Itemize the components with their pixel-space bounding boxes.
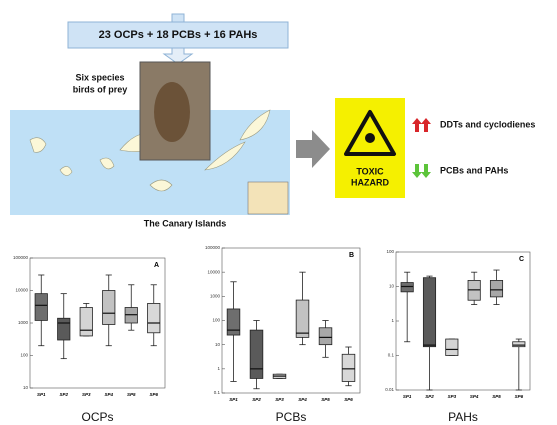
y-tick-label: 100000: [205, 245, 221, 250]
species-label: Six species: [75, 72, 124, 82]
x-tick-label: SP6: [515, 394, 524, 399]
y-tick-label: 10: [23, 385, 29, 390]
plot-frame: [30, 258, 165, 388]
plot-frame: [222, 248, 360, 393]
x-tick-label: SP4: [298, 397, 307, 402]
x-tick-label: SP4: [470, 394, 479, 399]
plot-frame: [396, 252, 530, 390]
panel-label: B: [349, 252, 354, 259]
x-tick-label: SP1: [37, 392, 46, 397]
y-tick-label: 1: [217, 366, 220, 371]
map-label: The Canary Islands: [144, 218, 227, 228]
x-tick-label: SP5: [492, 394, 501, 399]
inset-map: [248, 182, 288, 214]
arrow: [296, 130, 330, 168]
hazard-label: TOXIC: [356, 166, 384, 176]
x-tick-label: SP2: [252, 397, 261, 402]
x-tick-label: SP6: [149, 392, 158, 397]
box: [401, 283, 413, 292]
y-tick-label: 0.1: [214, 390, 221, 395]
species-label: birds of prey: [73, 84, 128, 94]
y-tick-label: 100: [20, 353, 28, 358]
bird: [154, 82, 190, 142]
x-tick-label: SP4: [104, 392, 113, 397]
box: [446, 339, 458, 355]
box: [319, 328, 332, 345]
panel-label: C: [519, 256, 524, 263]
x-tick-label: SP3: [275, 397, 284, 402]
hazard-label: HAZARD: [351, 177, 389, 187]
box: [35, 294, 47, 321]
y-tick-label: 10: [215, 342, 221, 347]
y-tick-label: 100000: [13, 255, 29, 260]
increase-label: DDTs and cyclodienes: [440, 119, 535, 129]
x-tick-label: SP6: [344, 397, 353, 402]
y-tick-label: 1: [391, 318, 394, 323]
x-tick-label: SP1: [229, 397, 238, 402]
compounds-label: 23 OCPs + 18 PCBs + 16 PAHs: [99, 29, 258, 41]
x-tick-label: SP5: [321, 397, 330, 402]
box: [148, 303, 160, 332]
box: [490, 280, 502, 296]
up-arrows: [412, 118, 431, 132]
graphical-abstract: 23 OCPs + 18 PCBs + 16 PAHs Six species …: [0, 0, 557, 425]
y-tick-label: 1000: [210, 294, 221, 299]
x-tick-label: SP1: [403, 394, 412, 399]
box: [103, 291, 115, 325]
box: [342, 354, 355, 381]
skull: [365, 133, 375, 143]
y-tick-label: 100: [212, 318, 220, 323]
y-tick-label: 1000: [18, 320, 29, 325]
y-tick-label: 10000: [207, 269, 220, 274]
x-tick-label: SP3: [448, 394, 457, 399]
panel-label: A: [154, 262, 159, 269]
chart-title: PCBs: [276, 410, 307, 424]
arrow: [172, 14, 184, 22]
y-tick-label: 100: [386, 249, 394, 254]
y-tick-label: 10000: [15, 288, 28, 293]
box: [250, 330, 263, 378]
x-tick-label: SP5: [127, 392, 136, 397]
box: [227, 309, 240, 335]
decrease-label: PCBs and PAHs: [440, 165, 508, 175]
y-tick-label: 0.01: [385, 387, 394, 392]
x-tick-label: SP2: [59, 392, 68, 397]
box: [296, 300, 309, 337]
box: [423, 278, 435, 347]
x-tick-label: SP3: [82, 392, 91, 397]
chart-title: PAHs: [448, 410, 478, 424]
box: [513, 342, 525, 347]
box: [80, 307, 92, 335]
box: [58, 318, 70, 340]
down-arrows: [412, 164, 431, 178]
y-tick-label: 0.1: [388, 353, 395, 358]
y-tick-label: 10: [389, 284, 395, 289]
chart-title: OCPs: [81, 410, 113, 424]
x-tick-label: SP2: [425, 394, 434, 399]
